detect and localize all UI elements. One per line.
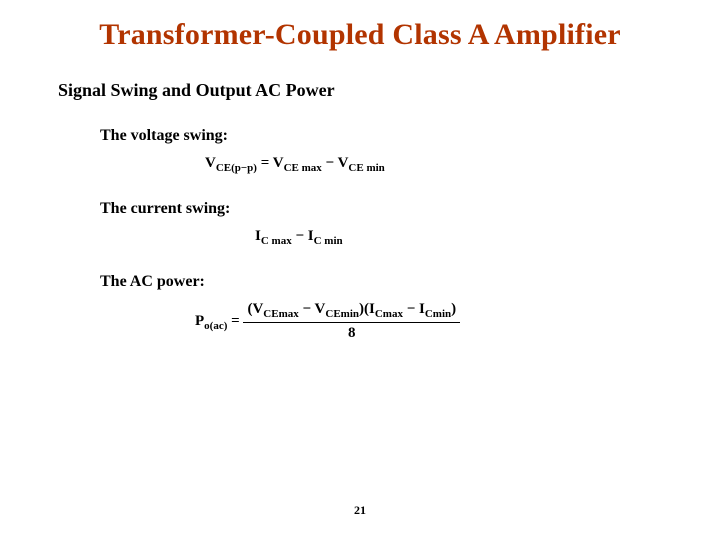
slide-title: Transformer-Coupled Class A Amplifier xyxy=(0,0,720,52)
formula-voltage-swing: VCE(p−p) = VCE max − VCE min xyxy=(205,155,720,174)
section-subtitle: Signal Swing and Output AC Power xyxy=(58,80,720,101)
formula-current-swing: IC max − IC min xyxy=(255,228,720,247)
label-ac-power: The AC power: xyxy=(100,273,720,291)
label-current-swing: The current swing: xyxy=(100,200,720,218)
formula-ac-power: Po(ac) = (VCEmax − VCEmin)(ICmax − ICmin… xyxy=(195,301,720,342)
page-number: 21 xyxy=(0,503,720,518)
label-voltage-swing: The voltage swing: xyxy=(100,127,720,145)
